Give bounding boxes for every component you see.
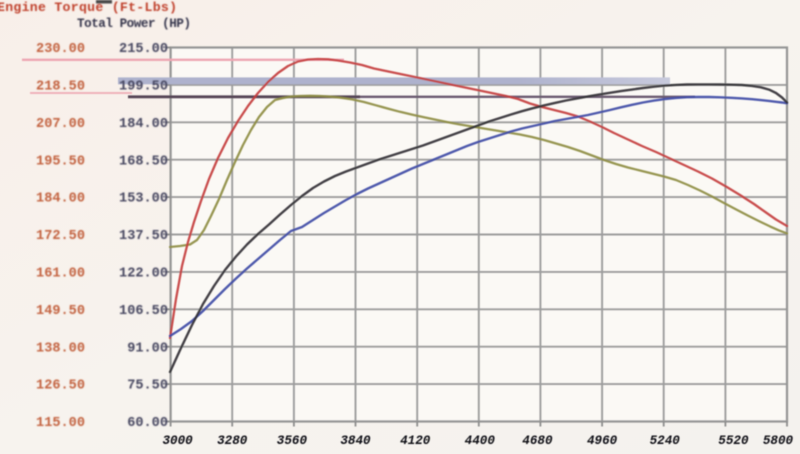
svg-text:4400: 4400 [465, 434, 496, 448]
svg-text:106.50: 106.50 [119, 304, 168, 319]
svg-text:3000: 3000 [162, 434, 193, 448]
svg-text:137.50: 137.50 [119, 229, 168, 244]
svg-text:126.50: 126.50 [36, 379, 85, 394]
svg-text:5800: 5800 [763, 434, 794, 448]
svg-text:91.00: 91.00 [127, 341, 168, 356]
svg-text:172.50: 172.50 [36, 229, 85, 244]
svg-text:3280: 3280 [217, 434, 248, 448]
svg-text:184.00: 184.00 [119, 117, 168, 132]
svg-text:60.00: 60.00 [127, 416, 168, 431]
svg-text:153.00: 153.00 [119, 192, 168, 207]
svg-text:Total Power (HP): Total Power (HP) [77, 17, 191, 31]
svg-text:5520: 5520 [718, 434, 749, 448]
svg-text:4680: 4680 [522, 434, 553, 448]
svg-text:184.00: 184.00 [36, 192, 85, 207]
svg-text:161.00: 161.00 [36, 267, 85, 282]
svg-text:199.50: 199.50 [119, 80, 168, 95]
svg-text:4960: 4960 [587, 434, 618, 448]
svg-text:149.50: 149.50 [36, 304, 85, 319]
svg-text:195.50: 195.50 [36, 154, 85, 169]
svg-text:138.00: 138.00 [36, 341, 85, 356]
svg-text:Engine Torque (Ft-Lbs): Engine Torque (Ft-Lbs) [0, 0, 177, 15]
svg-text:215.00: 215.00 [119, 42, 168, 57]
svg-text:115.00: 115.00 [36, 416, 85, 431]
svg-text:75.50: 75.50 [127, 379, 168, 394]
svg-text:230.00: 230.00 [36, 42, 85, 57]
svg-text:168.50: 168.50 [119, 154, 168, 169]
svg-text:207.00: 207.00 [36, 117, 85, 132]
svg-text:5240: 5240 [650, 434, 681, 448]
svg-text:3560: 3560 [277, 434, 308, 448]
svg-text:218.50: 218.50 [36, 80, 85, 95]
svg-text:4120: 4120 [400, 434, 431, 448]
svg-text:3840: 3840 [340, 434, 371, 448]
svg-text:122.00: 122.00 [119, 267, 168, 282]
